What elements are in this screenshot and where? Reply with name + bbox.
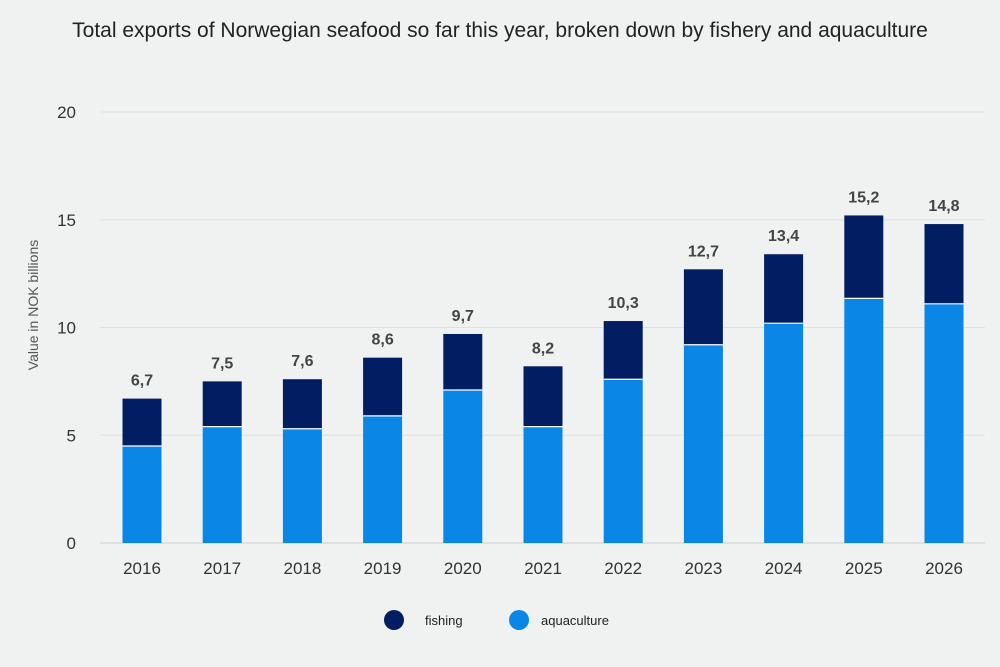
bar-fishing xyxy=(443,333,483,390)
y-tick-label: 15 xyxy=(57,211,76,230)
data-label-total: 6,7 xyxy=(131,373,153,390)
x-tick-label: 2018 xyxy=(283,559,321,578)
data-label-total: 7,6 xyxy=(291,353,313,370)
data-label-total: 8,2 xyxy=(532,340,554,357)
x-tick-label: 2023 xyxy=(684,559,722,578)
y-tick-label: 20 xyxy=(57,103,76,122)
legend-swatch-aquaculture xyxy=(509,610,529,630)
y-axis-label: Value in NOK billions xyxy=(25,240,41,370)
legend-swatch-fishing xyxy=(384,610,404,630)
bar-aquaculture xyxy=(523,426,563,543)
bar-aquaculture xyxy=(202,426,242,543)
chart-title: Total exports of Norwegian seafood so fa… xyxy=(72,19,928,42)
y-tick-label: 5 xyxy=(67,426,76,445)
y-tick-label: 10 xyxy=(57,319,76,338)
x-tick-label: 2020 xyxy=(444,559,482,578)
bar-fishing xyxy=(122,398,162,447)
data-label-total: 12,7 xyxy=(688,243,719,260)
x-axis-ticks: 2016 2017 2018 2019 2020 2021 2022 2023 2024 2025… xyxy=(123,559,963,578)
bar-aquaculture xyxy=(122,446,162,543)
x-tick-label: 2022 xyxy=(604,559,642,578)
bars: 6,7 7,5 7,6 8,6 9,7 8,2 10,3 12,7 13,4 15,2 14,8 xyxy=(122,189,964,543)
bar-aquaculture xyxy=(924,303,964,543)
bar-fishing xyxy=(764,254,804,324)
x-tick-label: 2026 xyxy=(925,559,963,578)
bar-fishing xyxy=(924,224,964,304)
data-label-total: 13,4 xyxy=(768,228,799,245)
bar-fishing xyxy=(282,379,322,429)
data-label-total: 7,5 xyxy=(211,355,233,372)
legend-label-aquaculture: aquaculture xyxy=(541,613,609,628)
bar-aquaculture xyxy=(363,415,403,543)
data-label-total: 15,2 xyxy=(848,189,879,206)
legend-label-fishing: fishing xyxy=(425,613,463,628)
bar-aquaculture xyxy=(844,298,884,543)
data-label-total: 8,6 xyxy=(371,332,393,349)
x-tick-label: 2019 xyxy=(364,559,402,578)
bar-fishing xyxy=(683,269,723,345)
y-tick-label: 0 xyxy=(67,534,76,553)
bar-aquaculture xyxy=(603,379,643,543)
y-axis-ticks: 0 5 10 15 20 xyxy=(57,103,76,553)
bar-aquaculture xyxy=(282,428,322,543)
x-tick-label: 2021 xyxy=(524,559,562,578)
x-tick-label: 2016 xyxy=(123,559,161,578)
data-label-total: 14,8 xyxy=(928,198,959,215)
bar-fishing xyxy=(363,357,403,416)
x-tick-label: 2024 xyxy=(765,559,803,578)
legend: fishing aquaculture xyxy=(384,610,609,630)
bar-fishing xyxy=(202,381,242,427)
x-tick-label: 2017 xyxy=(203,559,241,578)
bar-fishing xyxy=(603,321,643,380)
data-label-total: 9,7 xyxy=(452,308,474,325)
bar-aquaculture xyxy=(764,323,804,543)
bar-aquaculture xyxy=(683,344,723,543)
bar-aquaculture xyxy=(443,389,483,543)
bar-fishing xyxy=(523,366,563,427)
x-tick-label: 2025 xyxy=(845,559,883,578)
data-label-total: 10,3 xyxy=(608,295,639,312)
bar-fishing xyxy=(844,215,884,299)
